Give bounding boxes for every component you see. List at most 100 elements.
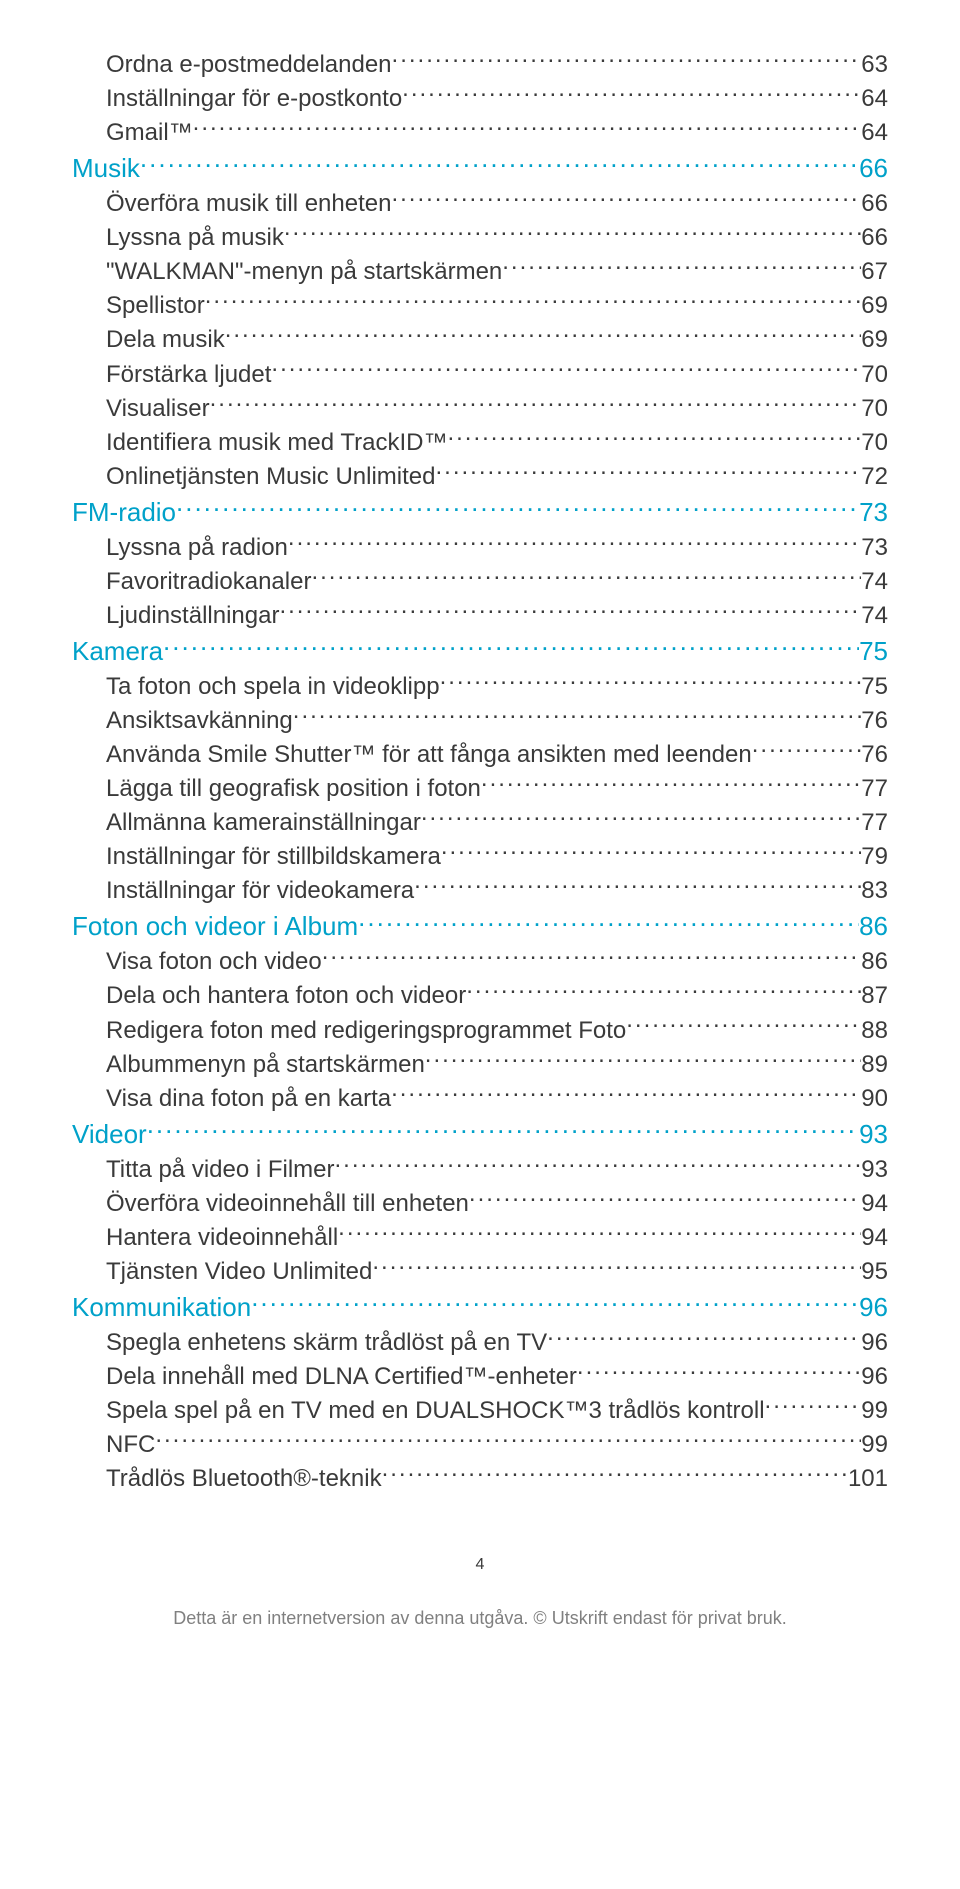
toc-page-number: 64 [861,82,888,116]
toc-section[interactable]: FM-radio73 [72,494,888,531]
toc-section-label: Videor [72,1116,147,1153]
toc-leader-dots [271,358,861,382]
toc-item-label: Visa foton och video [106,945,322,979]
toc-item[interactable]: Lyssna på radion73 [72,531,888,565]
toc-leader-dots [147,1117,859,1143]
toc-item-label: Albummenyn på startskärmen [106,1048,425,1082]
toc-item[interactable]: Använda Smile Shutter™ för att fånga ans… [72,738,888,772]
toc-item[interactable]: Dela musik69 [72,323,888,357]
toc-item[interactable]: Lägga till geografisk position i foton77 [72,772,888,806]
toc-item-label: Visualiser [106,392,210,426]
page-number: 4 [72,1556,888,1574]
toc-item[interactable]: Tjänsten Video Unlimited95 [72,1255,888,1289]
toc-item[interactable]: Gmail™64 [72,116,888,150]
toc-leader-dots [402,82,861,106]
toc-section[interactable]: Kamera75 [72,633,888,670]
toc-page-number: 76 [861,738,888,772]
toc-page-number: 74 [861,599,888,633]
toc-item-label: NFC [106,1428,155,1462]
toc-page-number: 101 [848,1462,888,1496]
toc-item[interactable]: NFC99 [72,1428,888,1462]
toc-item[interactable]: Spela spel på en TV med en DUALSHOCK™3 t… [72,1394,888,1428]
toc-item[interactable]: Ta foton och spela in videoklipp75 [72,670,888,704]
toc-section[interactable]: Foton och videor i Album86 [72,908,888,945]
toc-item[interactable]: Allmänna kamerainställningar77 [72,806,888,840]
toc-section-label: Musik [72,150,140,187]
toc-item-label: Ljudinställningar [106,599,279,633]
toc-item-label: Allmänna kamerainställningar [106,806,421,840]
toc-leader-dots [279,599,861,623]
toc-page-number: 66 [861,187,888,221]
toc-leader-dots [391,1082,861,1106]
toc-page-number: 69 [861,289,888,323]
toc-leader-dots [481,772,861,796]
toc-item[interactable]: Dela innehåll med DLNA Certified™-enhete… [72,1360,888,1394]
toc-item[interactable]: Spegla enhetens skärm trådlöst på en TV9… [72,1326,888,1360]
toc-item[interactable]: Favoritradiokanaler74 [72,565,888,599]
toc-item[interactable]: Dela och hantera foton och videor87 [72,979,888,1013]
toc-leader-dots [210,392,862,416]
toc-item[interactable]: Inställningar för stillbildskamera 79 [72,840,888,874]
toc-item[interactable]: Visualiser70 [72,392,888,426]
toc-leader-dots [414,874,861,898]
toc-leader-dots [577,1360,861,1384]
toc-page-number: 86 [861,945,888,979]
toc-item-label: Inställningar för stillbildskamera [106,840,441,874]
toc-item[interactable]: Ordna e-postmeddelanden63 [72,48,888,82]
toc-leader-dots [752,738,862,762]
toc-item[interactable]: Albummenyn på startskärmen 89 [72,1048,888,1082]
toc-page-number: 90 [861,1082,888,1116]
toc-item[interactable]: Spellistor69 [72,289,888,323]
toc-item-label: Inställningar för e-postkonto [106,82,402,116]
toc-page-number: 96 [859,1289,888,1326]
toc-item[interactable]: Redigera foton med redigeringsprogrammet… [72,1014,888,1048]
toc-leader-dots [288,531,861,555]
toc-page-number: 77 [861,772,888,806]
toc-leader-dots [293,704,862,728]
toc-section[interactable]: Kommunikation96 [72,1289,888,1326]
toc-item-label: Lyssna på musik [106,221,284,255]
toc-item[interactable]: Inställningar för e-postkonto 64 [72,82,888,116]
toc-item-label: Favoritradiokanaler [106,565,311,599]
toc-item[interactable]: Ljudinställningar 74 [72,599,888,633]
toc-page-number: 79 [861,840,888,874]
toc-section-label: Kamera [72,633,163,670]
toc-item[interactable]: Onlinetjänsten Music Unlimited72 [72,460,888,494]
toc-leader-dots [322,945,862,969]
toc-page-number: 70 [861,358,888,392]
toc-item[interactable]: Visa foton och video 86 [72,945,888,979]
toc-item[interactable]: Överföra musik till enheten 66 [72,187,888,221]
toc-item[interactable]: Trådlös Bluetooth®-teknik 101 [72,1462,888,1496]
toc-item[interactable]: Visa dina foton på en karta 90 [72,1082,888,1116]
toc-page-number: 94 [861,1187,888,1221]
toc-leader-dots [284,221,861,245]
toc-page-number: 69 [861,323,888,357]
toc-item-label: Ansiktsavkänning [106,704,293,738]
toc-page-number: 94 [861,1221,888,1255]
toc-leader-dots [391,187,861,211]
toc-item[interactable]: Hantera videoinnehåll94 [72,1221,888,1255]
toc-item-label: Överföra musik till enheten [106,187,391,221]
toc-item-label: Dela och hantera foton och videor [106,979,466,1013]
toc-leader-dots [626,1014,861,1038]
toc-section[interactable]: Musik66 [72,150,888,187]
toc-section[interactable]: Videor93 [72,1116,888,1153]
toc-item-label: Spela spel på en TV med en DUALSHOCK™3 t… [106,1394,765,1428]
toc-page-number: 89 [861,1048,888,1082]
toc-page-number: 70 [861,426,888,460]
toc-item-label: Titta på video i Filmer [106,1153,335,1187]
toc-item[interactable]: Ansiktsavkänning76 [72,704,888,738]
toc-item[interactable]: Förstärka ljudet70 [72,358,888,392]
toc-leader-dots [382,1462,848,1486]
toc-item-label: Visa dina foton på en karta [106,1082,391,1116]
toc-item[interactable]: Överföra videoinnehåll till enheten94 [72,1187,888,1221]
toc-item[interactable]: Lyssna på musik66 [72,221,888,255]
toc-item-label: Trådlös Bluetooth®-teknik [106,1462,382,1496]
toc-item-label: Inställningar för videokamera [106,874,414,908]
toc-section-label: FM-radio [72,494,176,531]
toc-item[interactable]: Titta på video i Filmer93 [72,1153,888,1187]
toc-item[interactable]: Identifiera musik med TrackID™70 [72,426,888,460]
toc-item[interactable]: "WALKMAN"-menyn på startskärmen67 [72,255,888,289]
toc-item[interactable]: Inställningar för videokamera83 [72,874,888,908]
table-of-contents: Ordna e-postmeddelanden63Inställningar f… [72,48,888,1496]
